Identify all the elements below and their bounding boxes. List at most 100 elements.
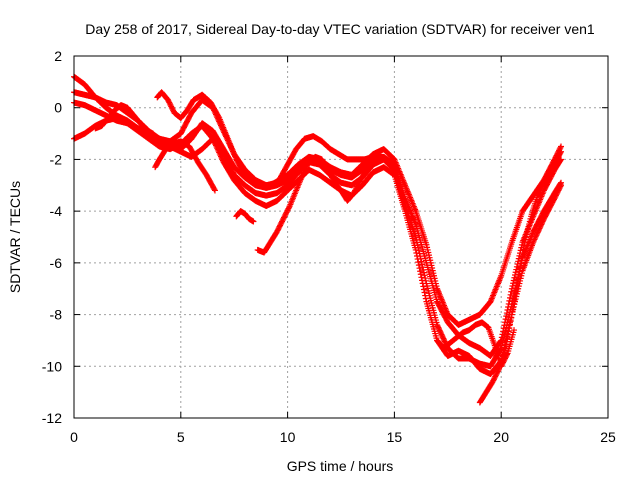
chart-title: Day 258 of 2017, Sidereal Day-to-day VTE… [85,21,595,37]
data-point [506,297,513,304]
data-point [217,152,224,159]
x-tick-label: 5 [177,429,185,445]
data-point [513,266,520,273]
y-tick-label: -12 [42,410,62,426]
data-point [510,277,517,284]
data-point [435,324,442,331]
data-point [420,283,427,290]
data-point [437,330,444,337]
data-point [534,229,541,236]
data-point [558,182,565,189]
data-point [414,256,421,263]
data-point [530,237,537,244]
data-point [532,233,539,240]
data-point [212,141,219,148]
data-point [420,266,427,273]
data-point [218,154,225,161]
data-point [506,294,513,301]
data-point [418,274,425,281]
x-axis-label: GPS time / hours [287,458,394,474]
data-point [211,139,218,146]
y-axis-label: SDTVAR / TECUs [7,181,23,293]
data-point [413,249,420,256]
data-point [539,218,546,225]
data-point [422,292,429,299]
data-point [209,135,216,142]
data-point [538,221,545,228]
data-point [419,261,426,268]
data-point [539,220,546,227]
y-tick-label: -6 [50,255,63,271]
data-point [531,236,538,243]
series-track-5 [154,89,383,189]
data-point [557,183,564,190]
data-point [439,334,446,341]
data-point [438,331,445,338]
data-point [534,230,541,237]
data-point [211,138,218,145]
data-point [216,150,223,157]
data-point [421,289,428,296]
grid-lines [74,56,608,418]
data-point [535,226,542,233]
data-point [422,275,429,282]
data-point [440,335,447,342]
data-point [512,269,519,276]
data-point [537,222,544,229]
x-tick-label: 20 [493,429,509,445]
data-point [441,338,448,345]
data-point [533,232,540,239]
y-tick-label: 0 [54,100,62,116]
data-point [219,156,226,163]
data-point [417,271,424,278]
data-point [421,272,428,279]
data-point [415,259,422,266]
data-point [214,145,221,152]
data-point [510,280,517,287]
data-point [419,264,426,271]
data-point [417,268,424,275]
y-tick-label: -8 [50,307,63,323]
x-tick-label: 0 [70,429,78,445]
data-point [507,291,514,298]
data-point [214,146,221,153]
data-point [420,269,427,276]
data-point [436,327,443,334]
data-point [537,224,544,231]
y-tick-label: -4 [50,203,63,219]
data-point [513,263,520,270]
data-point [532,235,539,242]
data-point [218,153,225,160]
y-tick-label: 2 [54,48,62,64]
data-point [437,328,444,335]
data-point [422,295,429,302]
data-point [215,113,222,120]
x-tick-label: 15 [387,429,403,445]
axis-ticks [73,55,609,419]
data-point [439,332,446,339]
data-point [213,143,220,150]
data-point [441,336,448,343]
x-tick-label: 10 [280,429,296,445]
data-point [558,143,565,150]
data-point [210,137,217,144]
data-point [215,148,222,155]
data-point [413,236,420,243]
data-point [508,288,515,295]
data-point [530,239,537,246]
y-tick-labels: -12 -10 -8 -6 -4 -2 0 2 [42,48,62,426]
data-point [216,149,223,156]
data-point [419,277,426,284]
x-tick-labels: 0 5 10 15 20 25 [70,429,616,445]
data-point [212,142,219,149]
data-point [412,234,419,240]
data-point [511,274,518,281]
data-points [71,73,565,406]
data-point [390,165,397,172]
data-point [420,286,427,293]
data-point [414,253,421,260]
data-point [419,280,426,287]
data-point [535,228,542,235]
